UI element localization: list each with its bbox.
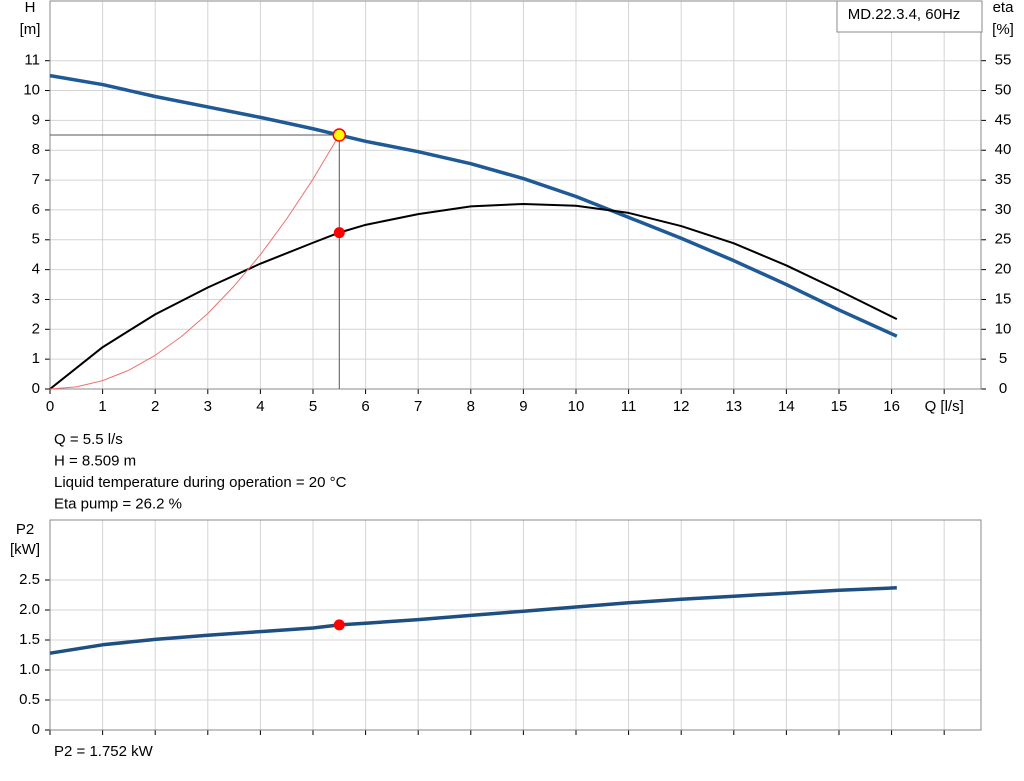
y-tick-label: 2.0 [19,601,40,618]
annotation: Liquid temperature during operation = 20… [54,474,347,491]
x-tick-label: 7 [414,398,422,415]
y-tick-label: 10 [23,82,40,99]
y2-tick-label: 30 [995,201,1012,218]
legend-label: MD.22.3.4, 60Hz [848,6,961,23]
y-tick-label: 1.5 [19,631,40,648]
legend-box [836,0,983,33]
duty-point-p2 [333,619,345,631]
annotation: P2 = 1.752 kW [54,743,154,760]
y2-tick-label: 45 [995,111,1012,128]
plot-frame [49,0,982,390]
y-tick-label: 5 [32,231,40,248]
x-tick-label: 16 [883,398,900,415]
y-tick-label: 2.5 [19,571,40,588]
y2-tick-label: 55 [995,52,1012,69]
y-tick-label: 9 [32,111,40,128]
y-axis-unit: [kW] [10,541,40,558]
x-tick-label: 6 [361,398,369,415]
curve [49,73,898,338]
duty-point-eta [333,227,345,239]
curve [49,134,340,390]
x-tick-label: 8 [467,398,475,415]
y-tick-label: 6 [32,201,40,218]
y2-tick-label: 40 [995,141,1012,158]
y-tick-label: 0.5 [19,691,40,708]
y2-tick-label: 5 [999,350,1007,367]
y-tick-label: 1.0 [19,661,40,678]
y2-tick-label: 50 [995,82,1012,99]
curve [49,586,897,655]
annotation: Eta pump = 26.2 % [54,495,182,512]
y2-tick-label: 25 [995,231,1012,248]
y2-tick-label: 35 [995,171,1012,188]
x-tick-label: 2 [151,398,159,415]
x-tick-label: 0 [46,398,54,415]
y2-tick-label: 20 [995,261,1012,278]
x-tick-label: 15 [831,398,848,415]
y-tick-label: 2 [32,320,40,337]
plot-frame [49,519,982,731]
y-tick-label: 4 [32,261,40,278]
annotation: Q = 5.5 l/s [54,431,123,448]
y-axis-label: P2 [16,521,34,538]
y-tick-label: 11 [24,52,40,69]
x-tick-label: 13 [725,398,742,415]
y-tick-label: 8 [32,141,40,158]
x-tick-label: 3 [204,398,212,415]
duty-point-h [332,128,347,142]
y-axis-label: H [25,0,36,16]
y2-tick-label: 10 [995,320,1012,337]
y-tick-label: 1 [32,350,40,367]
x-tick-label: 4 [256,398,264,415]
y-tick-label: 0 [32,721,40,738]
x-tick-label: 9 [519,398,527,415]
y-tick-label: 0 [32,380,40,397]
y2-axis-label: eta [993,0,1015,16]
y2-axis-unit: [%] [992,21,1014,38]
x-tick-label: 10 [568,398,585,415]
x-tick-label: 1 [98,398,106,415]
x-tick-label: 5 [309,398,317,415]
y-axis-unit: [m] [20,21,41,38]
y-tick-label: 7 [32,171,40,188]
annotation: H = 8.509 m [54,452,136,469]
y-tick-label: 3 [32,290,40,307]
y2-tick-label: 15 [995,290,1012,307]
x-tick-label: Q [l/s] [925,398,964,415]
x-tick-label: 12 [673,398,690,415]
y2-tick-label: 0 [999,380,1007,397]
x-tick-label: 11 [621,398,637,415]
curve [49,202,898,390]
x-tick-label: 14 [778,398,795,415]
